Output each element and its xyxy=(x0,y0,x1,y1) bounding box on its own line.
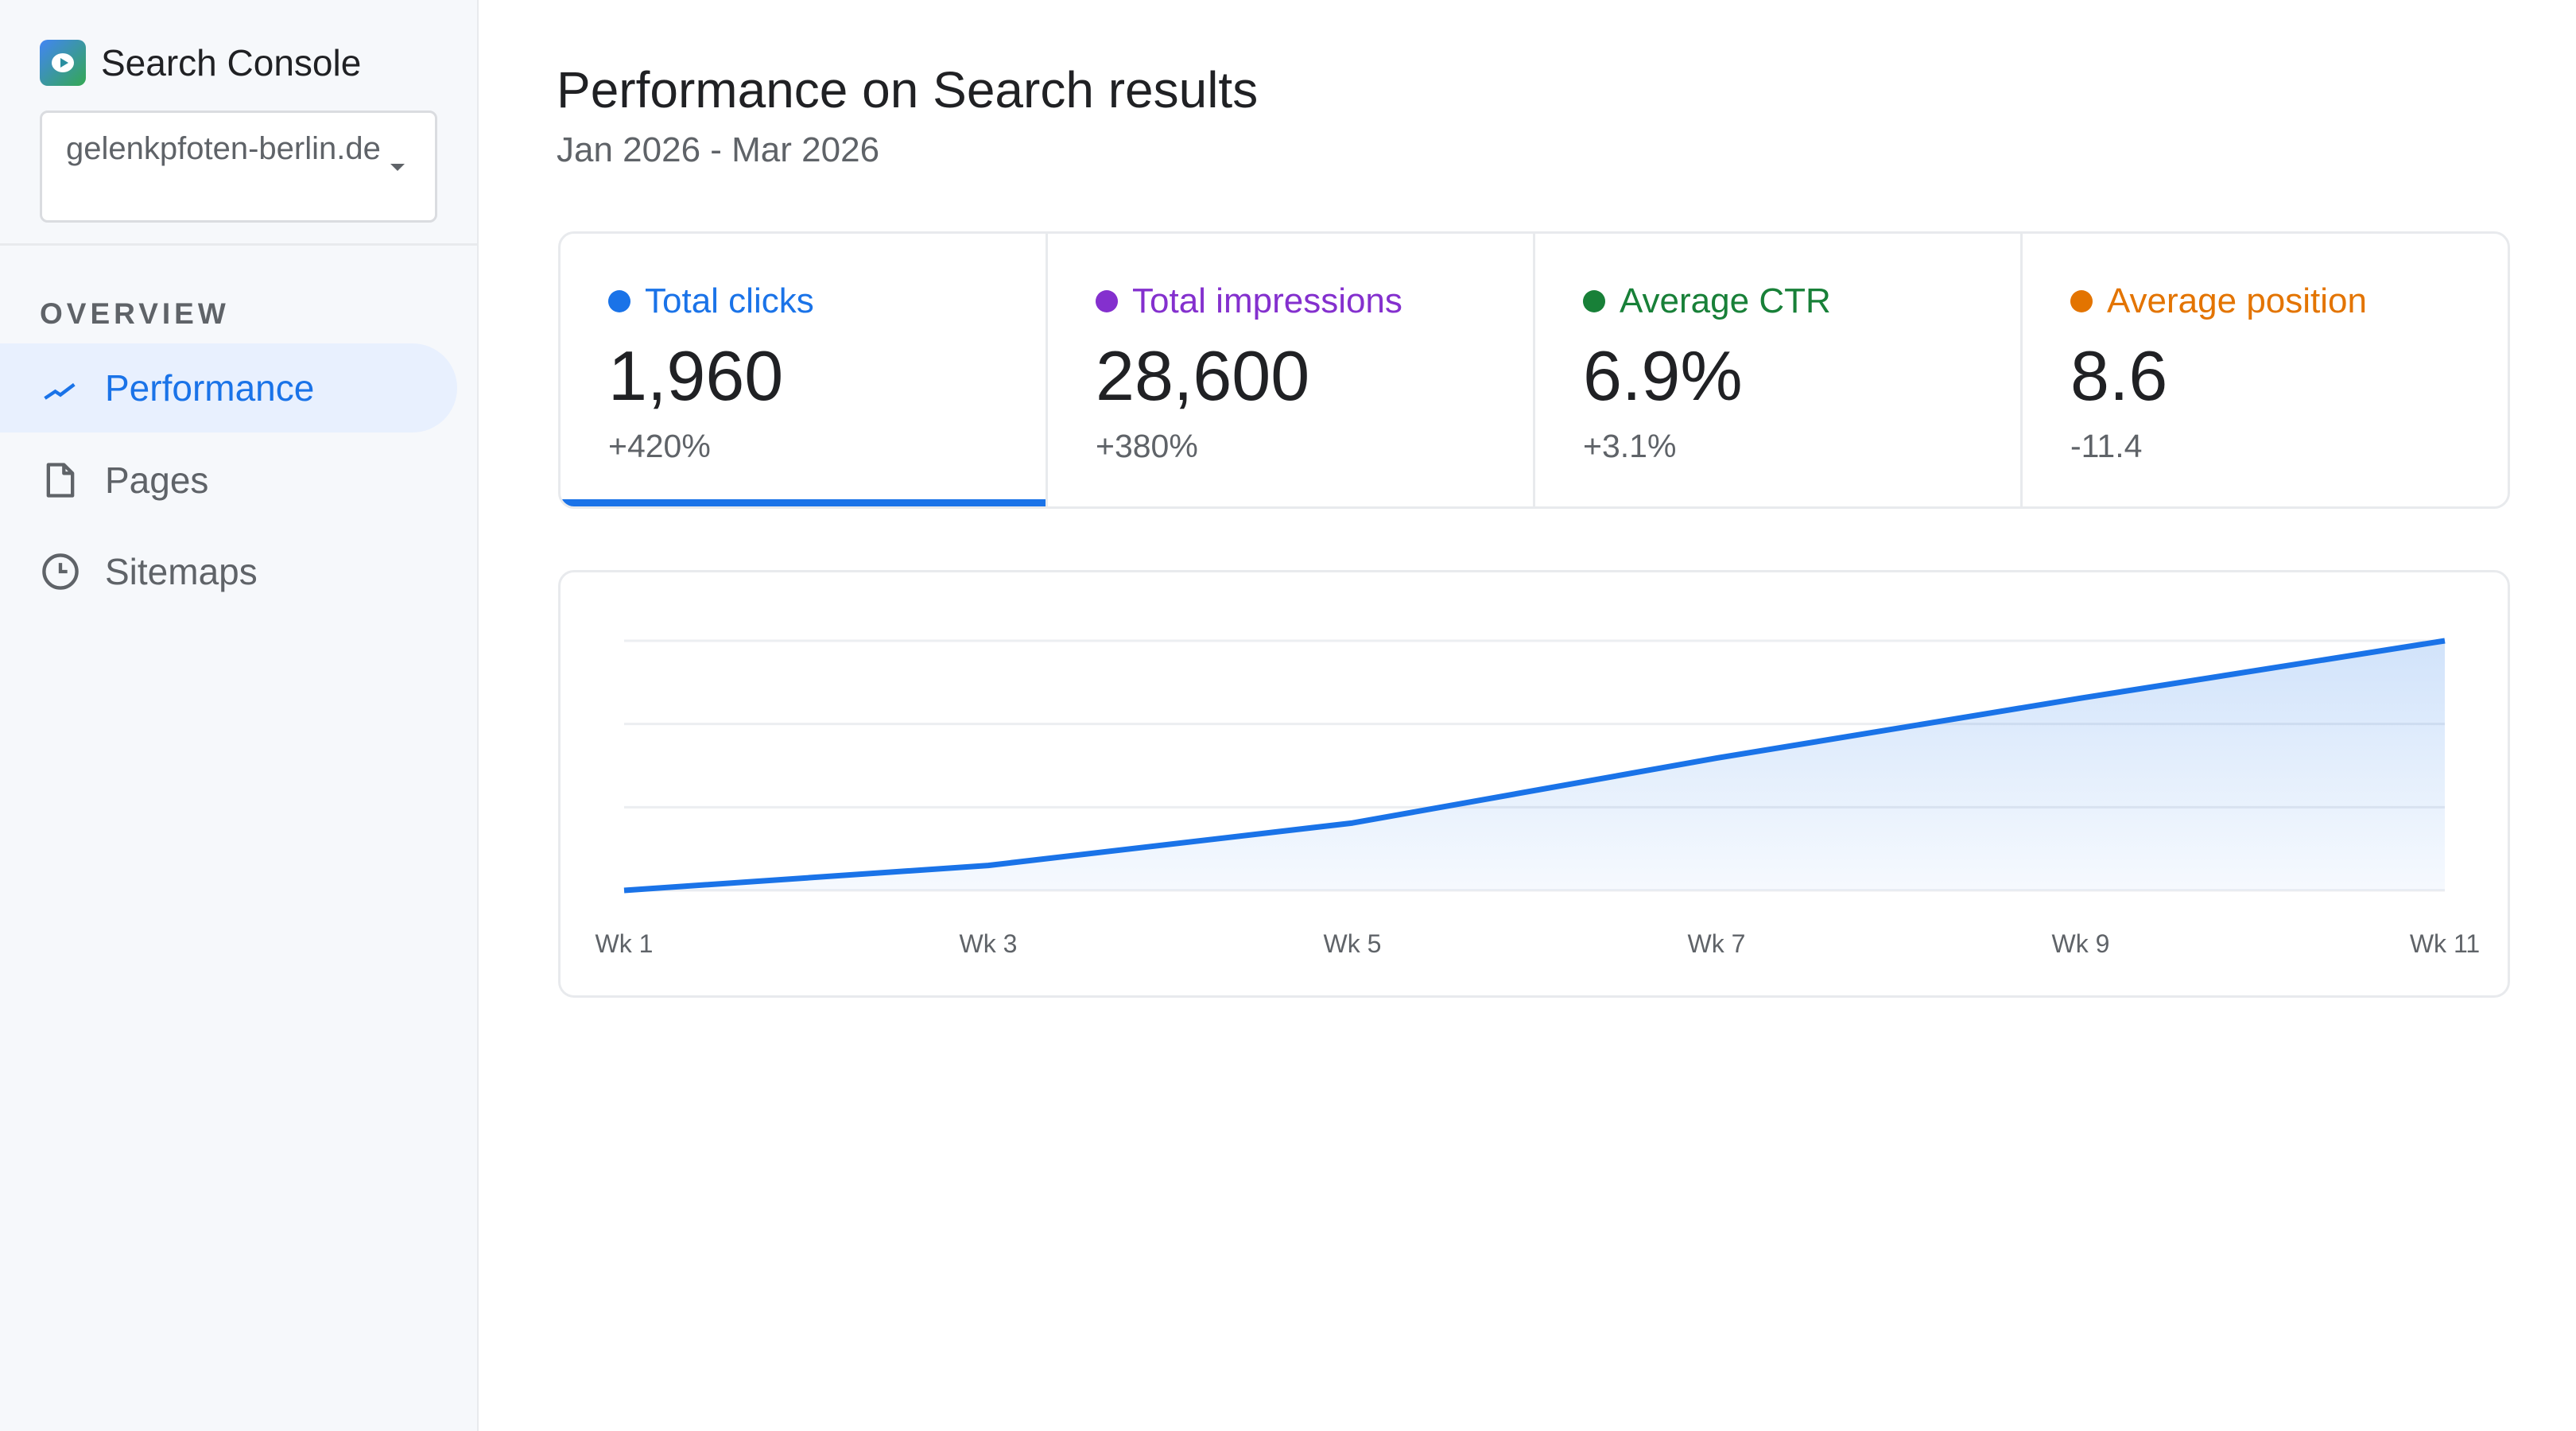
section-label: OVERVIEW xyxy=(40,297,230,330)
metric-value: 6.9% xyxy=(1583,336,1743,415)
x-tick-label: Wk 7 xyxy=(1688,929,1746,958)
metric-delta: +380% xyxy=(1096,428,1198,464)
metric-label: Average position xyxy=(2107,281,2367,320)
metric-card-clicks[interactable]: Total clicks 1,960 +420% xyxy=(561,234,1048,506)
metric-delta: -11.4 xyxy=(2070,428,2143,464)
x-tick-label: Wk 11 xyxy=(2410,929,2480,958)
performance-chart: Wk 1 Wk 3 Wk 5 Wk 7 Wk 9 Wk 11 xyxy=(558,570,2510,998)
chart-svg: Wk 1 Wk 3 Wk 5 Wk 7 Wk 9 Wk 11 xyxy=(596,638,2480,958)
dot-icon xyxy=(1096,290,1118,312)
trending-icon xyxy=(44,382,76,400)
divider xyxy=(0,243,477,246)
metric-label: Total impressions xyxy=(1132,281,1402,320)
dot-icon xyxy=(608,290,630,312)
metric-value: 28,600 xyxy=(1096,336,1310,415)
sidebar-item-label: Sitemaps xyxy=(105,551,258,592)
metric-card-impressions[interactable]: Total impressions 28,600 +380% xyxy=(1048,234,1535,506)
metric-label: Total clicks xyxy=(645,281,814,320)
metric-cards: Total clicks 1,960 +420% Total impressio… xyxy=(558,231,2510,509)
caret-down-icon xyxy=(390,164,405,171)
sidebar: Search Console gelenkpfoten-berlin.de OV… xyxy=(0,0,479,1431)
sidebar-item-pages[interactable]: Pages xyxy=(0,436,457,525)
metric-card-position[interactable]: Average position 8.6 -11.4 xyxy=(2023,234,2508,506)
sidebar-item-sitemaps[interactable]: Sitemaps xyxy=(0,527,457,616)
series-line xyxy=(623,638,2446,894)
x-tick-label: Wk 9 xyxy=(2052,929,2110,958)
metric-delta: +3.1% xyxy=(1583,428,1677,464)
search-console-logo-icon xyxy=(40,40,86,86)
page-title: Performance on Search results xyxy=(557,61,1259,118)
app-title: Search Console xyxy=(101,42,362,83)
metric-value: 1,960 xyxy=(608,336,784,415)
property-selector[interactable]: gelenkpfoten-berlin.de xyxy=(40,111,437,223)
metric-card-ctr[interactable]: Average CTR 6.9% +3.1% xyxy=(1535,234,2023,506)
sidebar-item-label: Performance xyxy=(105,367,315,409)
area-fill xyxy=(624,641,2445,890)
sidebar-item-label: Pages xyxy=(105,460,209,501)
dot-icon xyxy=(1583,290,1605,312)
x-tick-label: Wk 1 xyxy=(596,929,654,958)
date-range: Jan 2026 - Mar 2026 xyxy=(557,130,880,169)
property-name: gelenkpfoten-berlin.de xyxy=(66,131,381,166)
metric-value: 8.6 xyxy=(2070,336,2168,415)
sidebar-item-performance[interactable]: Performance xyxy=(0,343,457,432)
clock-icon xyxy=(42,553,79,590)
dot-icon xyxy=(2070,290,2093,312)
metric-label: Average CTR xyxy=(1620,281,1831,320)
metric-delta: +420% xyxy=(608,428,711,464)
x-tick-label: Wk 5 xyxy=(1324,929,1382,958)
x-tick-label: Wk 3 xyxy=(960,929,1018,958)
page-icon xyxy=(46,463,75,498)
